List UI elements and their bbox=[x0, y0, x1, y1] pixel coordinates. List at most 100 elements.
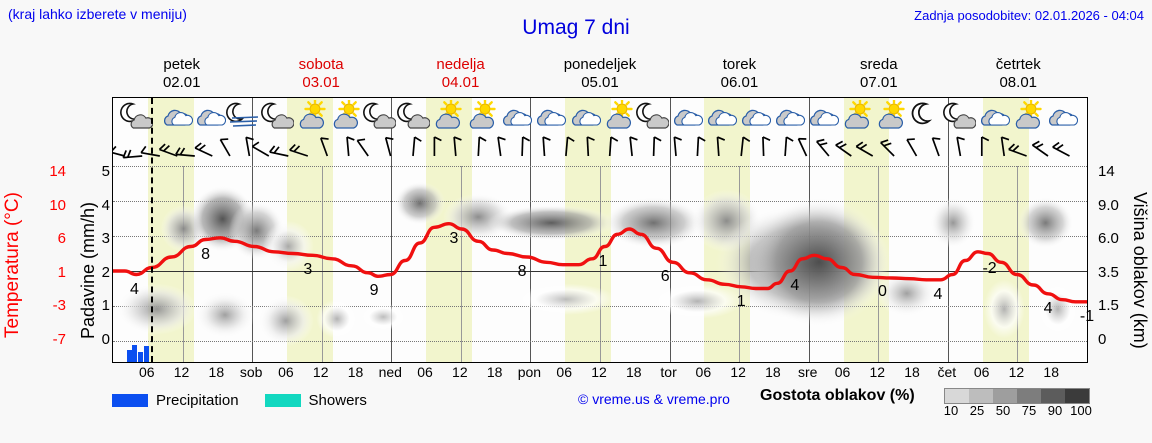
cloud-blob bbox=[749, 197, 889, 327]
cloud-density-step-50 bbox=[993, 389, 1017, 403]
x-axis-tick-labels: 06 12 18 sob 06 12 18 ned 06 12 18 pon 06 12 18 tor 06 12… bbox=[112, 364, 1088, 384]
cloud-density-tick: 50 bbox=[995, 403, 1011, 418]
wind-barb bbox=[956, 136, 965, 157]
tempval-3: 1 bbox=[57, 263, 66, 281]
cloud-blob bbox=[394, 181, 446, 225]
wind-barb bbox=[433, 136, 442, 156]
x-tick-label: 12 bbox=[869, 364, 886, 380]
temperature-label: 4 bbox=[933, 285, 943, 303]
wind-barb bbox=[740, 136, 751, 157]
sun-cloud-icon bbox=[839, 98, 873, 132]
precipitation-legend: Precipitation Showers bbox=[112, 388, 385, 412]
temperature-label: 1 bbox=[736, 292, 746, 310]
x-tick-label: 18 bbox=[625, 364, 642, 380]
wind-barb bbox=[158, 143, 178, 157]
temperature-label: 6 bbox=[660, 268, 670, 286]
day-separator bbox=[391, 98, 393, 362]
credit-link[interactable]: © vreme.us & vreme.pro bbox=[578, 391, 730, 407]
cloudval-3: 3.5 bbox=[1098, 263, 1119, 281]
wind-barb bbox=[477, 136, 487, 157]
day-date: 03.01 bbox=[302, 74, 340, 91]
wind-barb bbox=[880, 139, 895, 157]
cloud-density-tick: 90 bbox=[1047, 403, 1063, 418]
temperature-curve bbox=[113, 221, 1087, 304]
wind-barb bbox=[219, 138, 231, 157]
wind-barb bbox=[412, 136, 422, 157]
cloud-density-layer bbox=[116, 181, 1079, 347]
day-name: ponedeljek bbox=[563, 56, 637, 73]
wind-barb bbox=[542, 136, 551, 157]
wind-barb bbox=[855, 141, 874, 157]
temperature-label: 4 bbox=[790, 277, 800, 294]
wind-barb bbox=[608, 136, 619, 157]
x-tick-label: 12 bbox=[312, 364, 329, 380]
cloud-blob bbox=[360, 303, 407, 331]
location-hint: (kraj lahko izberete v meniju) bbox=[8, 6, 187, 22]
cloud-blob bbox=[257, 295, 314, 347]
cloud-icon bbox=[532, 100, 567, 132]
day-name: sreda bbox=[860, 56, 898, 73]
moon-cloud-icon bbox=[942, 100, 977, 132]
sun-cloud-icon bbox=[464, 98, 498, 132]
temperature-label: 8 bbox=[201, 245, 210, 263]
temperature-label: 4 bbox=[1043, 299, 1053, 317]
grid-line bbox=[113, 271, 1087, 272]
cloud-density-tick: 10 bbox=[943, 403, 959, 418]
hour-separator bbox=[1017, 166, 1019, 362]
wind-barb bbox=[716, 136, 726, 157]
x-tick-label: 18 bbox=[1043, 364, 1059, 380]
cloudval-1: 9.0 bbox=[1098, 196, 1119, 214]
cloud-density-scale-labels: 10 25 50 75 90 100 bbox=[938, 403, 1094, 418]
wind-barb bbox=[673, 136, 682, 157]
cloud-height-axis-title: Višina oblakov (km) bbox=[1130, 191, 1150, 349]
x-tick-label: 12 bbox=[591, 364, 607, 380]
cloudval-2: 6.0 bbox=[1098, 230, 1119, 247]
day-date: 04.01 bbox=[441, 74, 480, 91]
wind-barb bbox=[629, 136, 638, 157]
cloud-density-tick: 100 bbox=[1070, 403, 1092, 418]
moon-cloud-icon bbox=[635, 100, 670, 132]
hour-separator bbox=[321, 166, 323, 362]
x-tick-label: 12 bbox=[452, 364, 468, 380]
day-date: 05.01 bbox=[581, 74, 619, 91]
cloud-icon bbox=[1044, 100, 1078, 132]
temperature-line bbox=[113, 221, 1087, 304]
day-header-pet: petek 02.01 bbox=[112, 56, 251, 96]
cloud-blob bbox=[652, 283, 743, 319]
precipval-1: 4 bbox=[101, 196, 110, 214]
cloud-icon bbox=[498, 100, 533, 132]
hour-separator bbox=[182, 166, 184, 362]
grid-line bbox=[113, 166, 1087, 167]
wind-barb bbox=[784, 136, 794, 157]
wind-barb bbox=[269, 145, 289, 157]
cloud-icon bbox=[737, 100, 772, 132]
wind-barb bbox=[1000, 136, 1010, 157]
cloud-blob bbox=[983, 279, 1025, 339]
sun-cloud-icon bbox=[430, 98, 464, 132]
temperature-axis-title: Temperatura (°C) bbox=[2, 192, 23, 338]
x-tick-label: ned bbox=[378, 364, 402, 380]
day-header-čet: četrtek 08.01 bbox=[949, 56, 1088, 96]
wind-barb bbox=[122, 149, 143, 159]
wind-barb bbox=[906, 138, 918, 157]
sun-cloud-icon bbox=[294, 98, 328, 132]
wind-barb bbox=[797, 137, 808, 157]
x-tick-label: čet bbox=[937, 364, 957, 380]
moon-cloud-icon bbox=[396, 100, 431, 132]
x-tick-label: pon bbox=[517, 364, 542, 380]
cloud-density-step-10 bbox=[945, 389, 969, 403]
temperature-label: 8 bbox=[517, 263, 527, 280]
wind-barb bbox=[586, 136, 595, 157]
wind-barb bbox=[762, 136, 771, 157]
cloud-icon bbox=[976, 100, 1010, 132]
x-tick-label: 12 bbox=[1008, 364, 1025, 380]
day-header-tor: torek 06.01 bbox=[670, 56, 809, 96]
wind-barb bbox=[931, 137, 941, 157]
wind-barb bbox=[1052, 141, 1070, 157]
wind-barb bbox=[980, 136, 990, 156]
moon-icon bbox=[907, 100, 941, 132]
day-header-pon: ponedeljek 05.01 bbox=[530, 56, 669, 96]
cloud-density-legend-title: Gostota oblakov (%) bbox=[760, 387, 915, 404]
x-tick-label: 18 bbox=[208, 364, 225, 380]
wind-barb bbox=[696, 136, 706, 157]
